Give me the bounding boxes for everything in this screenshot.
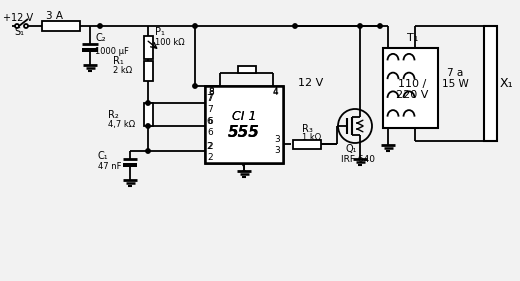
Text: 110 /: 110 / <box>398 78 426 89</box>
Text: 12 V: 12 V <box>298 78 323 88</box>
Bar <box>238 66 255 73</box>
Bar <box>484 26 497 141</box>
Text: 1: 1 <box>241 164 247 173</box>
Text: 100 kΩ: 100 kΩ <box>155 38 185 47</box>
Text: 2: 2 <box>207 142 213 151</box>
Circle shape <box>193 24 197 28</box>
Circle shape <box>293 24 297 28</box>
Text: 2 kΩ: 2 kΩ <box>113 66 132 75</box>
Text: R₃: R₃ <box>302 124 313 134</box>
Text: C₁: C₁ <box>98 151 109 161</box>
Bar <box>293 139 321 148</box>
Bar <box>144 103 152 126</box>
Text: 7: 7 <box>207 94 213 103</box>
Text: 8: 8 <box>208 87 214 96</box>
Bar <box>123 163 137 167</box>
Circle shape <box>146 124 150 128</box>
Text: 6: 6 <box>207 117 213 126</box>
Bar <box>144 61 152 81</box>
Text: R₂: R₂ <box>108 110 119 120</box>
Text: S₁: S₁ <box>14 27 24 37</box>
Bar <box>82 48 98 52</box>
Text: 1: 1 <box>241 165 247 174</box>
Text: 3: 3 <box>274 135 280 144</box>
Bar <box>144 36 152 59</box>
Bar <box>205 86 283 163</box>
Text: CI 1: CI 1 <box>232 110 256 123</box>
Text: 555: 555 <box>228 125 260 140</box>
Text: 4: 4 <box>273 87 279 96</box>
Bar <box>383 48 438 128</box>
Circle shape <box>378 24 382 28</box>
Circle shape <box>146 149 150 153</box>
Text: C₂: C₂ <box>95 33 106 43</box>
Text: 2: 2 <box>206 142 212 151</box>
Circle shape <box>193 84 197 88</box>
Text: 4,7 kΩ: 4,7 kΩ <box>108 120 135 129</box>
Text: 6: 6 <box>206 117 212 126</box>
Text: IRF 640: IRF 640 <box>341 155 375 164</box>
Text: T₁: T₁ <box>407 33 418 43</box>
Text: 4: 4 <box>273 88 279 97</box>
Circle shape <box>358 24 362 28</box>
Text: 3: 3 <box>274 146 280 155</box>
Circle shape <box>98 24 102 28</box>
Text: 7: 7 <box>206 94 212 103</box>
Circle shape <box>146 101 150 105</box>
Text: 47 nF: 47 nF <box>98 162 122 171</box>
Text: Q₁: Q₁ <box>345 144 357 154</box>
Text: 220 V: 220 V <box>396 90 428 101</box>
Bar <box>42 21 80 31</box>
Text: X₁: X₁ <box>500 77 514 90</box>
Bar <box>205 86 283 163</box>
Text: 555: 555 <box>228 125 260 140</box>
Text: 7 a
15 W: 7 a 15 W <box>441 68 469 89</box>
Text: 6: 6 <box>207 128 213 137</box>
Text: P₁: P₁ <box>155 27 165 37</box>
Text: 1000 μF: 1000 μF <box>95 47 129 56</box>
Text: 2: 2 <box>207 153 213 162</box>
Text: 8: 8 <box>208 88 214 97</box>
Text: 1 kΩ: 1 kΩ <box>302 133 321 142</box>
Text: CI 1: CI 1 <box>232 110 256 123</box>
Text: R₁: R₁ <box>113 56 124 66</box>
Text: 3 A: 3 A <box>46 11 63 21</box>
Text: +12 V: +12 V <box>3 13 33 23</box>
Text: 7: 7 <box>207 105 213 114</box>
